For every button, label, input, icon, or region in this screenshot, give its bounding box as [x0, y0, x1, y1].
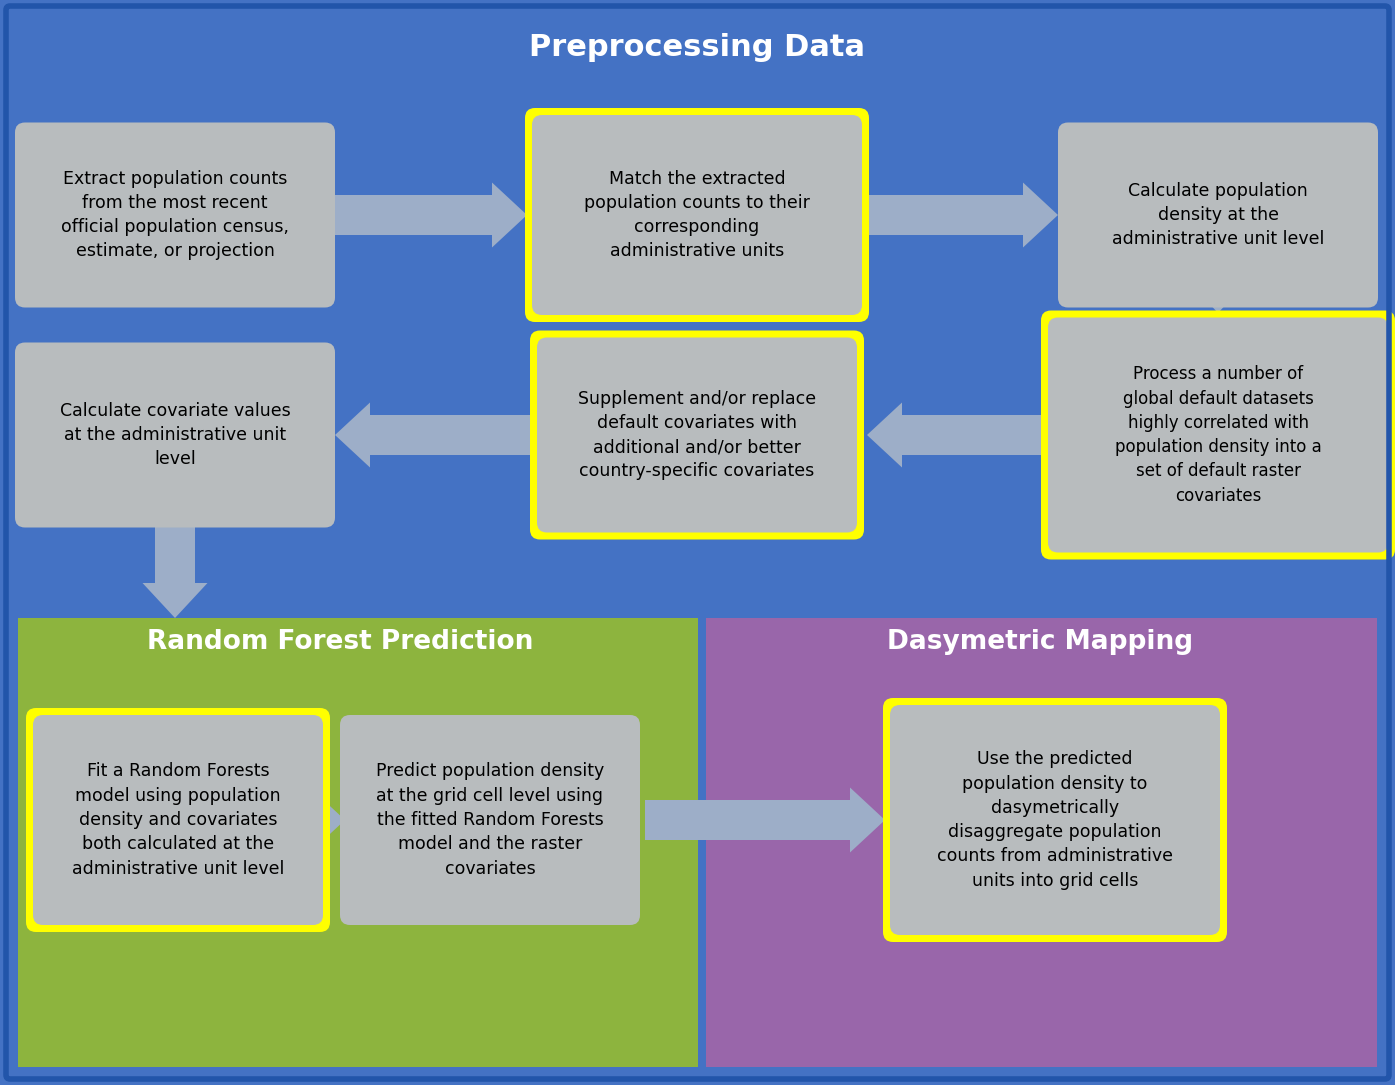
FancyBboxPatch shape — [525, 108, 869, 322]
Text: Predict population density
at the grid cell level using
the fitted Random Forest: Predict population density at the grid c… — [375, 763, 604, 878]
FancyBboxPatch shape — [13, 12, 1382, 614]
Text: Fit a Random Forests
model using population
density and covariates
both calculat: Fit a Random Forests model using populat… — [71, 763, 285, 878]
Text: Use the predicted
population density to
dasymetrically
disaggregate population
c: Use the predicted population density to … — [937, 750, 1173, 890]
Text: Process a number of
global default datasets
highly correlated with
population de: Process a number of global default datas… — [1115, 366, 1321, 505]
Text: Extract population counts
from the most recent
official population census,
estim: Extract population counts from the most … — [61, 169, 289, 260]
FancyBboxPatch shape — [340, 715, 640, 926]
FancyArrow shape — [868, 182, 1057, 247]
Text: Calculate covariate values
at the administrative unit
level: Calculate covariate values at the admini… — [60, 401, 290, 469]
FancyBboxPatch shape — [706, 618, 1377, 1067]
FancyBboxPatch shape — [18, 618, 698, 1067]
FancyBboxPatch shape — [1041, 310, 1395, 560]
FancyBboxPatch shape — [15, 123, 335, 307]
FancyArrow shape — [644, 788, 884, 853]
FancyBboxPatch shape — [537, 337, 857, 533]
Text: Supplement and/or replace
default covariates with
additional and/or better
count: Supplement and/or replace default covari… — [578, 390, 816, 481]
FancyBboxPatch shape — [530, 331, 864, 539]
FancyBboxPatch shape — [890, 705, 1221, 935]
Text: Random Forest Prediction: Random Forest Prediction — [146, 629, 533, 655]
FancyArrow shape — [868, 403, 1048, 468]
FancyArrow shape — [310, 788, 345, 853]
FancyArrow shape — [335, 182, 527, 247]
FancyBboxPatch shape — [1048, 318, 1388, 552]
FancyBboxPatch shape — [1057, 123, 1378, 307]
FancyBboxPatch shape — [27, 709, 331, 932]
Text: Preprocessing Data: Preprocessing Data — [529, 34, 865, 63]
Text: Dasymetric Mapping: Dasymetric Mapping — [887, 629, 1193, 655]
Text: Match the extracted
population counts to their
corresponding
administrative unit: Match the extracted population counts to… — [585, 169, 810, 260]
FancyArrow shape — [142, 527, 208, 618]
FancyBboxPatch shape — [883, 698, 1228, 942]
FancyBboxPatch shape — [33, 715, 324, 926]
FancyBboxPatch shape — [15, 343, 335, 527]
FancyArrow shape — [335, 403, 547, 468]
FancyBboxPatch shape — [531, 115, 862, 315]
FancyArrow shape — [1186, 278, 1250, 312]
Text: Calculate population
density at the
administrative unit level: Calculate population density at the admi… — [1112, 181, 1324, 248]
